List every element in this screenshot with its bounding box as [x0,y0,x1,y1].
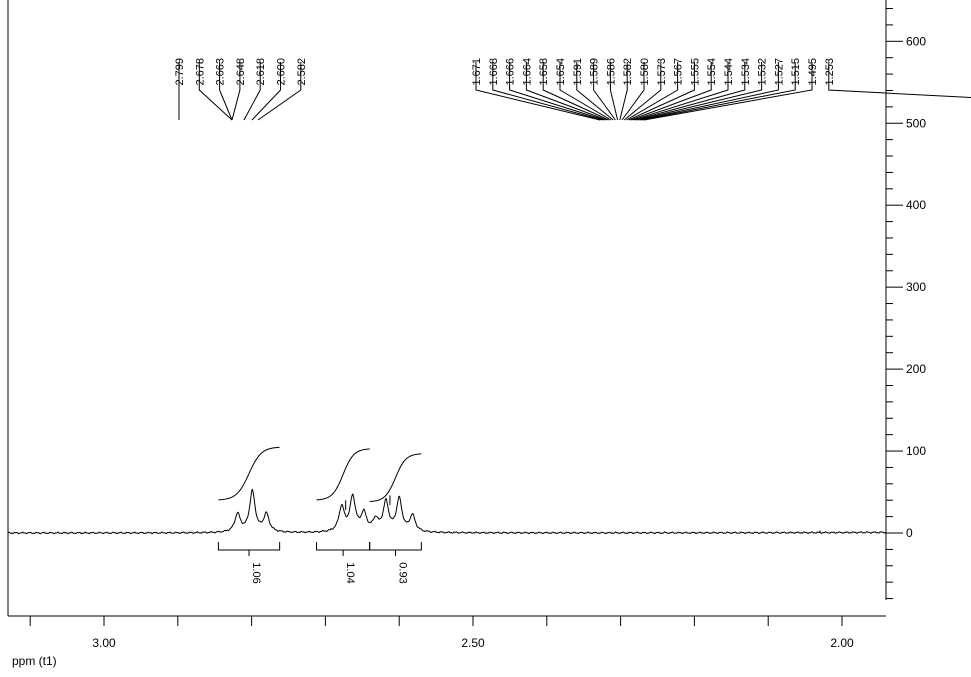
integral-curve [218,446,280,501]
spectrum-trace [7,488,887,535]
peak-label: 2.618 [255,58,267,86]
peak-connector [593,62,616,121]
integral-curve [369,453,422,502]
integration-group: 1.061.040.933.431.260.33 [217,446,422,584]
x-tick-label: 2.50 [461,636,485,650]
peak-label: 1.555 [689,58,701,86]
x-axis: 3.002.502.001.501.00 [29,616,854,650]
peak-label: 1.495 [807,58,819,86]
peak-connector [623,62,662,121]
peak-label: 1.668 [488,58,500,86]
peak-label: 2.648 [235,58,247,86]
peak-connector [626,62,679,121]
peak-label: 2.678 [194,58,206,86]
peak-connector [641,62,796,121]
y-tick-label: 0 [906,526,913,540]
peak-label: 1.567 [673,58,685,86]
peak-connector [198,62,233,121]
peak-label: 1.515 [790,58,802,86]
peak-label: 1.544 [723,58,735,86]
peak-label: 1.580 [639,58,651,86]
peak-connector [243,62,261,121]
peak-connector [635,62,746,121]
integral-bracket [217,542,281,551]
peak-connector [509,62,605,121]
peak-label: 1.253 [824,58,836,86]
peak-label: 1.573 [656,58,668,86]
y-tick-label: 200 [906,362,926,376]
peak-connector [609,62,619,121]
peak-label: 1.658 [538,58,550,86]
peak-connector [619,62,628,121]
y-tick-label: 100 [906,444,926,458]
integral-value: 0.93 [397,562,409,583]
peak-label: 1.532 [757,58,769,86]
peak-label: 1.589 [589,58,601,86]
peak-label: 2.600 [276,58,288,86]
peak-label: 1.554 [706,58,718,86]
peak-connector [630,62,712,121]
peak-connector [542,62,610,121]
peak-label: 1.654 [555,58,567,86]
integral-bracket [369,542,422,551]
peak-connector [525,62,607,121]
peak-connector [219,62,233,121]
peak-label: 2.799 [174,58,186,86]
integral-curve [316,448,370,501]
peak-label: 1.582 [622,58,634,86]
peak-connector [639,62,779,121]
peak-label: 2.582 [296,58,308,86]
integral-value: 1.06 [250,562,262,583]
plot-frame [7,0,886,617]
peak-connector [628,62,695,121]
peak-connector [643,62,813,121]
x-axis-label: ppm (t1) [12,654,57,668]
peak-label: 1.591 [572,58,584,86]
peak-label: 2.663 [215,58,227,86]
peak-connector [637,62,763,121]
y-tick-label: 300 [906,280,926,294]
peak-connector [257,62,302,121]
peak-label: 1.664 [521,58,533,86]
y-tick-label: 600 [906,34,926,48]
peak-connector [251,62,281,121]
peak-label: 1.671 [471,58,483,86]
peak-connector [559,62,612,121]
peak-label: 1.527 [773,58,785,86]
y-axis: 0 100 200 300 400 500 600 [885,0,926,600]
peak-connector [231,62,241,121]
peak-label: 1.666 [505,58,517,86]
peak-label-group: 2.799 2.678 2.663 2.648 2.618 2.600 2.582 1.671… [174,58,971,121]
x-tick-label: 2.00 [830,636,854,650]
y-tick-label: 500 [906,116,926,130]
y-tick-label: 400 [906,198,926,212]
peak-connector [828,62,971,99]
spectrum-group [7,488,887,535]
peak-connector [475,62,601,121]
peak-label: 1.534 [740,58,752,86]
peak-connector [621,62,645,121]
x-tick-label: 3.00 [92,636,116,650]
peak-label: 1.586 [605,58,617,86]
peak-connector [632,62,729,121]
integral-value: 1.04 [344,562,356,583]
integral-bracket [316,542,371,551]
peak-connector [576,62,614,121]
peak-connector [492,62,603,121]
